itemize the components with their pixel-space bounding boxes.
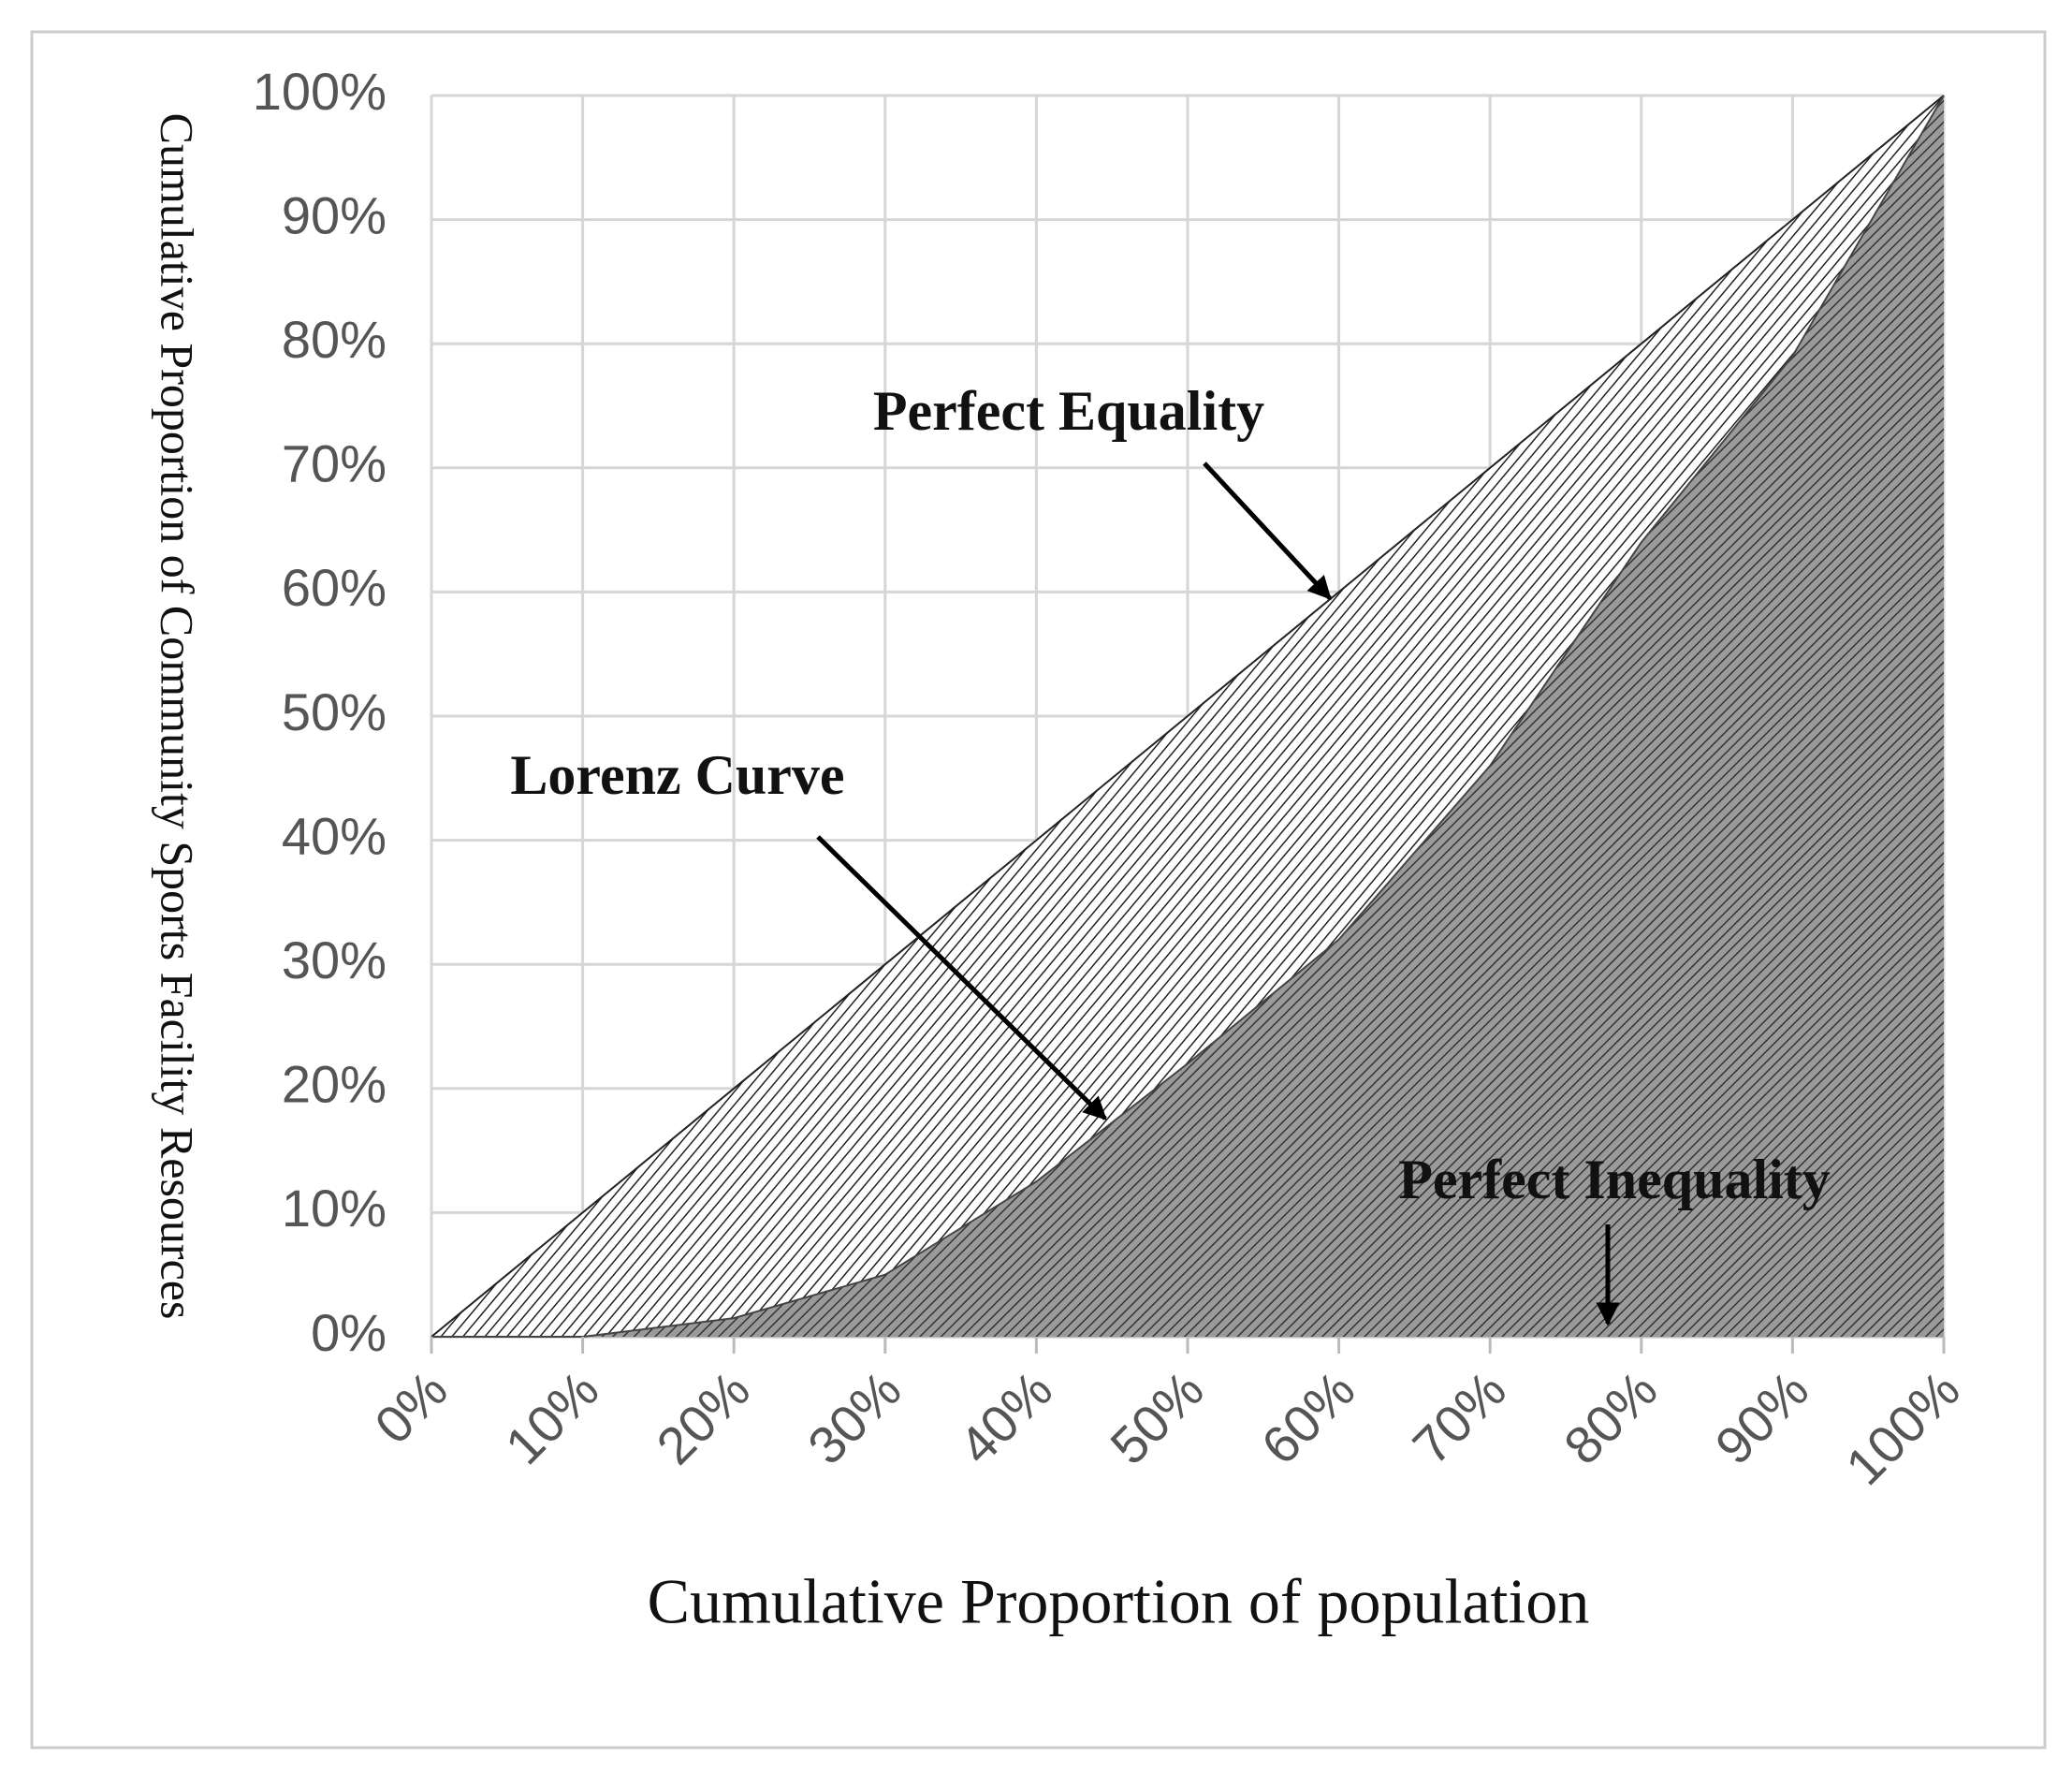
- lorenz-area: [431, 95, 1944, 1337]
- arrow: [816, 835, 1107, 1121]
- line: [431, 95, 1945, 1338]
- y-tick-label: 90%: [282, 185, 387, 244]
- areas: [430, 95, 1945, 1338]
- y-tick-label: 10%: [282, 1179, 387, 1238]
- y-tick-label: 50%: [282, 682, 387, 741]
- y-tick-label: 20%: [282, 1055, 387, 1114]
- line: [430, 95, 1945, 1338]
- annotation: Perfect Equality: [873, 380, 1264, 442]
- y-tick-label: 70%: [282, 434, 387, 493]
- y-tick-label: 40%: [282, 806, 387, 865]
- y-tick-label: 80%: [282, 310, 387, 369]
- y-tick-label: 100%: [253, 62, 387, 121]
- annotation: Lorenz Curve: [510, 744, 844, 806]
- y-tick-label: 60%: [282, 558, 387, 617]
- annotation: Perfect Inequality: [1398, 1149, 1831, 1210]
- x-axis-title: Cumulative Proportion of population: [648, 1566, 1590, 1637]
- y-tick-label: 30%: [282, 930, 387, 989]
- y-tick-label: 0%: [311, 1303, 387, 1362]
- arrow: [1203, 461, 1332, 600]
- y-axis-title: Cumulative Proportion of Community Sport…: [152, 113, 204, 1320]
